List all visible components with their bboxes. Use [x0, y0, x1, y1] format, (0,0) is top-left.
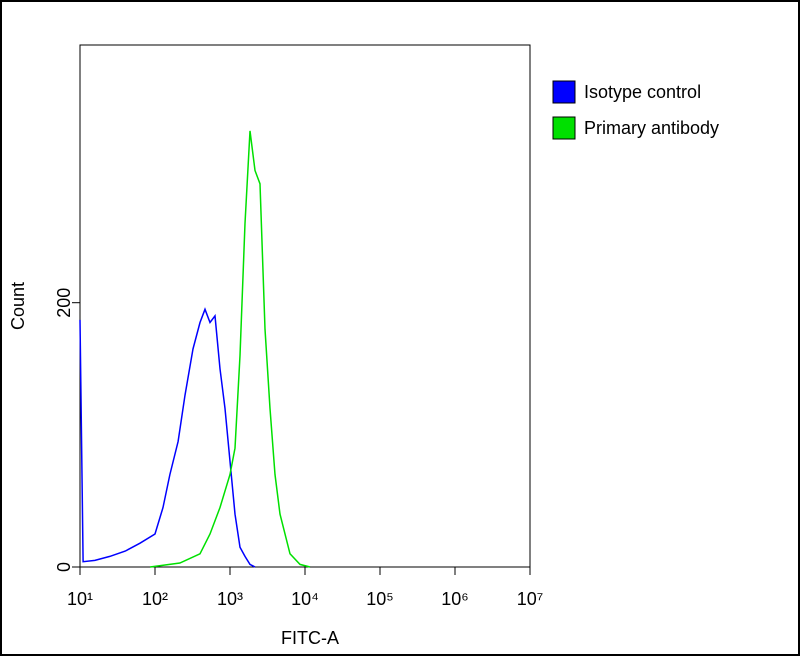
x-tick-label: 10⁵: [366, 589, 393, 609]
x-axis-label: FITC-A: [281, 628, 339, 648]
x-tick-label: 10¹: [67, 589, 93, 609]
x-tick-label: 10⁴: [291, 589, 319, 609]
legend-label: Isotype control: [584, 82, 701, 102]
legend-swatch: [552, 80, 576, 104]
y-tick-label: 200: [54, 288, 74, 318]
y-tick-label: 0: [54, 562, 74, 572]
x-tick-label: 10⁷: [517, 589, 544, 609]
legend-swatch: [552, 116, 576, 140]
histogram-line: [150, 130, 311, 568]
y-axis-label: Count: [8, 282, 28, 330]
legend-label: Primary antibody: [584, 118, 719, 138]
histogram-line: [79, 307, 256, 568]
x-tick-label: 10³: [217, 589, 243, 609]
x-tick-label: 10²: [142, 589, 168, 609]
x-tick-label: 10⁶: [441, 589, 468, 609]
